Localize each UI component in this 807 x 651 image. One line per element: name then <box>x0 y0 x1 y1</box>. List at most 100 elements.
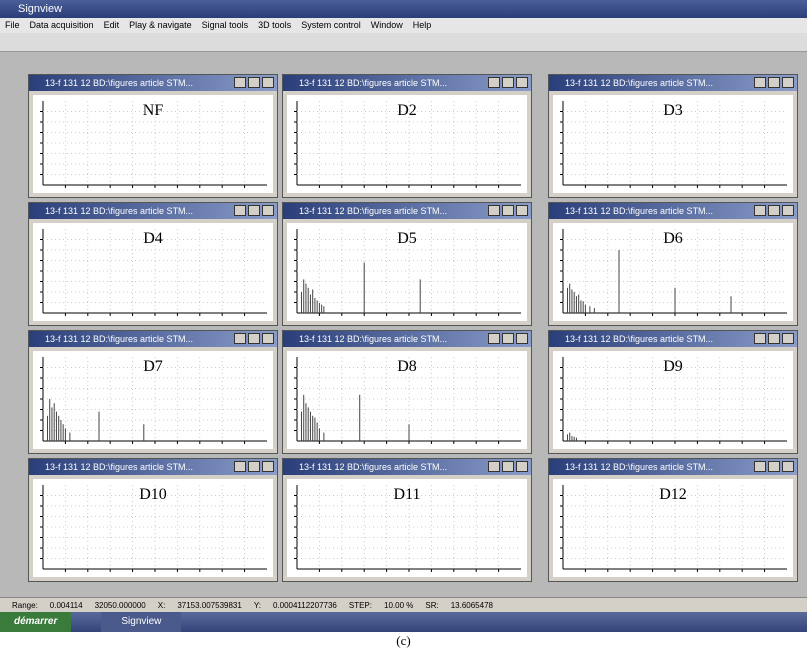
window-button[interactable] <box>502 205 514 216</box>
window-button[interactable] <box>262 461 274 472</box>
window-button[interactable] <box>234 77 246 88</box>
panel-label: D7 <box>143 358 163 375</box>
status-field: 10.00 % <box>384 601 413 610</box>
child-window: 13-f 131 12 BD:\figures article STM...D8 <box>282 330 532 454</box>
status-field: X: <box>158 601 166 610</box>
plot-svg: D2 <box>287 95 527 193</box>
menu-item[interactable]: Edit <box>104 20 120 30</box>
window-button[interactable] <box>234 205 246 216</box>
panel-label: D10 <box>139 486 167 503</box>
panel-label: D8 <box>397 358 417 375</box>
menu-item[interactable]: Help <box>413 20 432 30</box>
plot: NF <box>33 95 273 193</box>
status-field: Range: <box>12 601 38 610</box>
window-button[interactable] <box>488 77 500 88</box>
window-button[interactable] <box>262 77 274 88</box>
window-button[interactable] <box>516 461 528 472</box>
window-button[interactable] <box>262 333 274 344</box>
window-button[interactable] <box>782 205 794 216</box>
window-button[interactable] <box>488 205 500 216</box>
window-button[interactable] <box>234 333 246 344</box>
child-window: 13-f 131 12 BD:\figures article STM...D9 <box>548 330 798 454</box>
child-window: 13-f 131 12 BD:\figures article STM... D4 <box>28 202 278 326</box>
window-button[interactable] <box>754 77 766 88</box>
window-title: 13-f 131 12 BD:\figures article STM... <box>29 203 277 219</box>
window-button[interactable] <box>502 77 514 88</box>
window-button[interactable] <box>262 205 274 216</box>
toolbar <box>0 33 807 52</box>
menu-item[interactable]: Play & navigate <box>129 20 192 30</box>
panel-label: D6 <box>663 230 683 247</box>
plot: D5 <box>287 223 527 321</box>
mdi-area: 13-f 131 12 BD:\figures article STM... NF… <box>0 52 807 597</box>
panel-label: D2 <box>397 102 417 119</box>
window-button[interactable] <box>768 77 780 88</box>
window-title: 13-f 131 12 BD:\figures article STM... <box>549 331 797 347</box>
panel-label: D11 <box>394 486 421 503</box>
child-window: 13-f 131 12 BD:\figures article STM... D7 <box>28 330 278 454</box>
menu-item[interactable]: Data acquisition <box>30 20 94 30</box>
window-button[interactable] <box>782 461 794 472</box>
window-button[interactable] <box>502 461 514 472</box>
window-title: 13-f 131 12 BD:\figures article STM... <box>29 331 277 347</box>
menu-item[interactable]: Window <box>371 20 403 30</box>
window-button[interactable] <box>248 205 260 216</box>
child-window: 13-f 131 12 BD:\figures article STM... NF <box>28 74 278 198</box>
menu-item[interactable]: Signal tools <box>202 20 249 30</box>
menu-item[interactable]: System control <box>301 20 361 30</box>
status-field: SR: <box>425 601 438 610</box>
child-window: 13-f 131 12 BD:\figures article STM... D3 <box>548 74 798 198</box>
window-button[interactable] <box>488 333 500 344</box>
window-title: 13-f 131 12 BD:\figures article STM... <box>549 203 797 219</box>
child-window: 13-f 131 12 BD:\figures article STM...D1… <box>28 458 278 582</box>
status-field: 37153.007539831 <box>177 601 242 610</box>
window-title: 13-f 131 12 BD:\figures article STM... <box>283 203 531 219</box>
window-button[interactable] <box>782 333 794 344</box>
plot-svg: D3 <box>553 95 793 193</box>
window-title: 13-f 131 12 BD:\figures article STM... <box>283 459 531 475</box>
window-title: 13-f 131 12 BD:\figures article STM... <box>29 75 277 91</box>
status-field: Y: <box>254 601 261 610</box>
window-button[interactable] <box>754 205 766 216</box>
plot: D11 <box>287 479 527 577</box>
window-button[interactable] <box>516 205 528 216</box>
window-button[interactable] <box>768 333 780 344</box>
child-window: 13-f 131 12 BD:\figures article STM... D1… <box>282 458 532 582</box>
plot-svg: NF <box>33 95 273 193</box>
panel-label: NF <box>143 102 164 119</box>
window-button[interactable] <box>248 333 260 344</box>
plot-svg: D11 <box>287 479 527 577</box>
window-button[interactable] <box>516 77 528 88</box>
status-field: STEP: <box>349 601 372 610</box>
window-button[interactable] <box>248 461 260 472</box>
plot: D2 <box>287 95 527 193</box>
task-item[interactable]: Signview <box>101 612 181 632</box>
plot-svg: D12 <box>553 479 793 577</box>
start-button[interactable]: démarrer <box>0 612 71 632</box>
window-button[interactable] <box>768 205 780 216</box>
plot-svg: D7 <box>33 351 273 449</box>
plot: D4 <box>33 223 273 321</box>
status-field: 0.004114 <box>50 601 83 610</box>
window-title: 13-f 131 12 BD:\figures article STM... <box>549 459 797 475</box>
app-window: Signview File Data acquisition Edit Play & … <box>0 0 807 651</box>
window-button[interactable] <box>488 461 500 472</box>
window-title: 13-f 131 12 BD:\figures article STM... <box>549 75 797 91</box>
window-button[interactable] <box>754 461 766 472</box>
window-button[interactable] <box>754 333 766 344</box>
window-button[interactable] <box>782 77 794 88</box>
plot-svg: D5 <box>287 223 527 321</box>
window-button[interactable] <box>768 461 780 472</box>
plot: D6 <box>553 223 793 321</box>
window-button[interactable] <box>234 461 246 472</box>
window-button[interactable] <box>516 333 528 344</box>
menu-item[interactable]: File <box>5 20 20 30</box>
plot: D3 <box>553 95 793 193</box>
menu-item[interactable]: 3D tools <box>258 20 291 30</box>
status-field: 0.0004112207736 <box>273 601 337 610</box>
plot: D7 <box>33 351 273 449</box>
panel-label: D3 <box>663 102 683 119</box>
window-button[interactable] <box>502 333 514 344</box>
window-button[interactable] <box>248 77 260 88</box>
